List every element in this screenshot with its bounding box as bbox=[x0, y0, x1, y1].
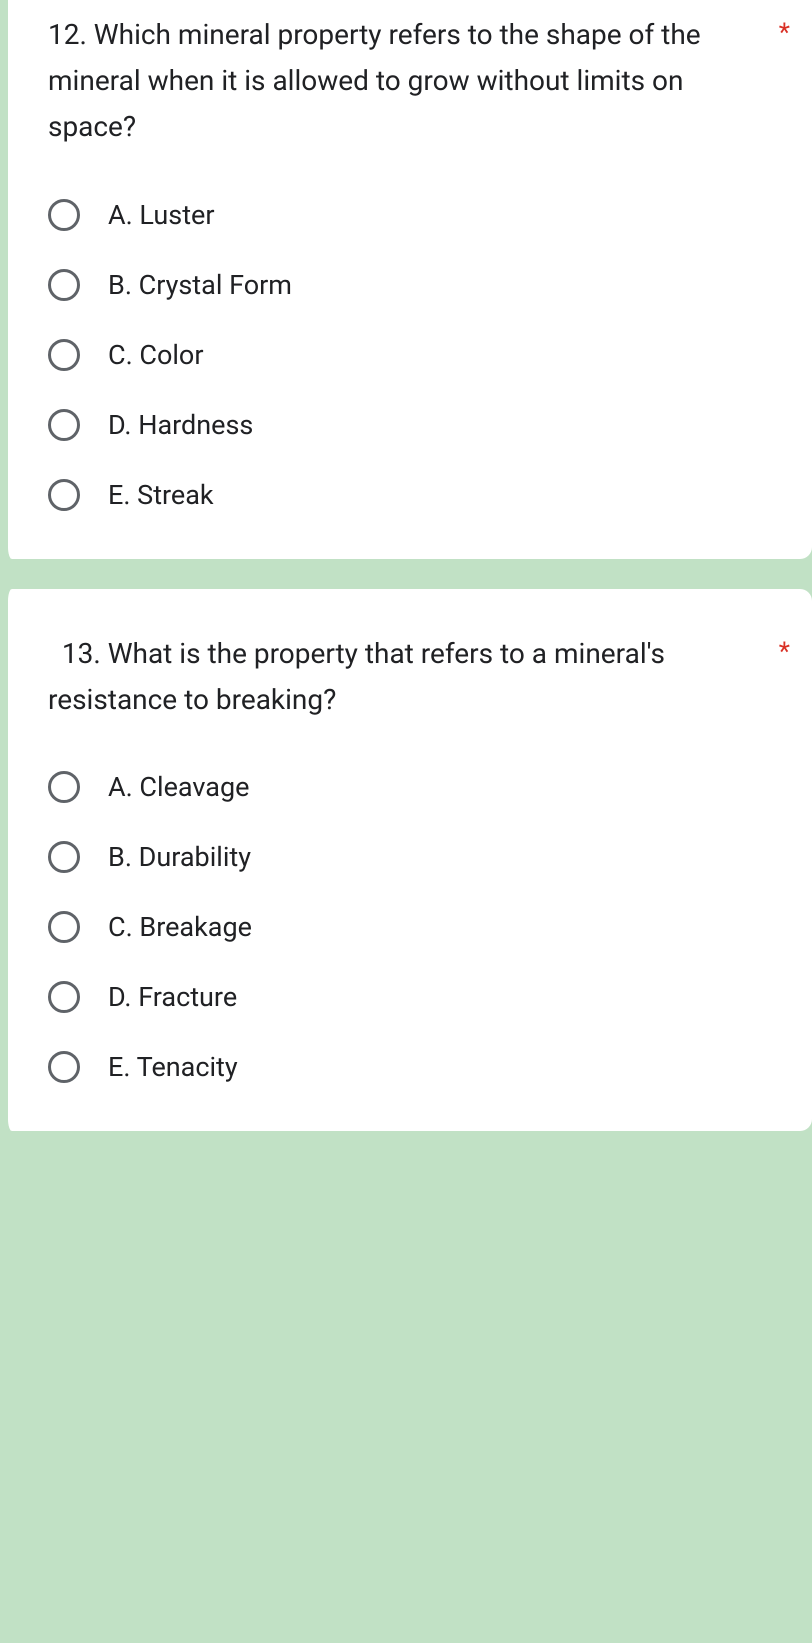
radio-icon[interactable] bbox=[48, 841, 80, 873]
option-label: D. Fracture bbox=[108, 981, 237, 1013]
option-row[interactable]: D. Hardness bbox=[48, 409, 772, 441]
option-label: A. Cleavage bbox=[108, 771, 249, 803]
radio-icon[interactable] bbox=[48, 269, 80, 301]
radio-icon[interactable] bbox=[48, 339, 80, 371]
option-row[interactable]: A. Luster bbox=[48, 199, 772, 231]
question-card-13: 13. What is the property that refers to … bbox=[0, 589, 812, 1131]
option-label: D. Hardness bbox=[108, 409, 253, 441]
option-label: B. Crystal Form bbox=[108, 269, 292, 301]
option-label: E. Streak bbox=[108, 479, 214, 511]
option-row[interactable]: C. Color bbox=[48, 339, 772, 371]
radio-icon[interactable] bbox=[48, 771, 80, 803]
option-label: B. Durability bbox=[108, 841, 251, 873]
option-label: A. Luster bbox=[108, 199, 215, 231]
radio-icon[interactable] bbox=[48, 1051, 80, 1083]
question-card-12: 12. Which mineral property refers to the… bbox=[0, 0, 812, 559]
option-row[interactable]: A. Cleavage bbox=[48, 771, 772, 803]
options-group: A. Cleavage B. Durability C. Breakage D.… bbox=[48, 771, 772, 1083]
option-label: C. Breakage bbox=[108, 911, 252, 943]
question-text: 13. What is the property that refers to … bbox=[48, 631, 772, 723]
radio-icon[interactable] bbox=[48, 409, 80, 441]
options-group: A. Luster B. Crystal Form C. Color D. Ha… bbox=[48, 199, 772, 511]
radio-icon[interactable] bbox=[48, 199, 80, 231]
question-label: 12. Which mineral property refers to the… bbox=[48, 18, 701, 143]
option-row[interactable]: C. Breakage bbox=[48, 911, 772, 943]
option-row[interactable]: E. Tenacity bbox=[48, 1051, 772, 1083]
question-text: 12. Which mineral property refers to the… bbox=[48, 12, 772, 151]
option-row[interactable]: B. Durability bbox=[48, 841, 772, 873]
radio-icon[interactable] bbox=[48, 479, 80, 511]
option-row[interactable]: E. Streak bbox=[48, 479, 772, 511]
required-asterisk: * bbox=[779, 631, 790, 674]
required-asterisk: * bbox=[779, 12, 790, 55]
radio-icon[interactable] bbox=[48, 981, 80, 1013]
option-row[interactable]: B. Crystal Form bbox=[48, 269, 772, 301]
option-label: E. Tenacity bbox=[108, 1051, 238, 1083]
option-label: C. Color bbox=[108, 339, 203, 371]
radio-icon[interactable] bbox=[48, 911, 80, 943]
option-row[interactable]: D. Fracture bbox=[48, 981, 772, 1013]
question-label: 13. What is the property that refers to … bbox=[48, 637, 665, 716]
